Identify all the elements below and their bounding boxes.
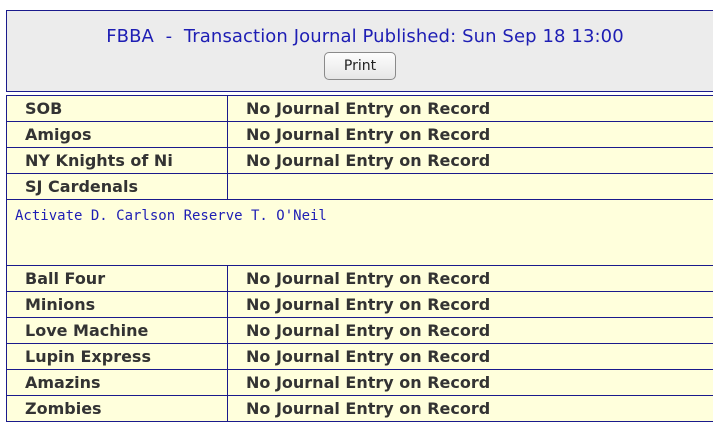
team-name: Minions — [6, 291, 228, 318]
journal-entry: No Journal Entry on Record — [227, 95, 713, 122]
team-name: Lupin Express — [6, 343, 228, 370]
journal-entry: No Journal Entry on Record — [227, 395, 713, 422]
journal-entry: No Journal Entry on Record — [227, 317, 713, 344]
table-row: Lupin Express No Journal Entry on Record — [6, 343, 713, 370]
journal-container: FBBA - Transaction Journal Published: Su… — [6, 10, 713, 422]
table-row: Love Machine No Journal Entry on Record — [6, 317, 713, 344]
page-title: FBBA - Transaction Journal Published: Su… — [106, 26, 624, 47]
table-row: Ball Four No Journal Entry on Record — [6, 265, 713, 292]
detail-row: Activate D. Carlson Reserve T. O'Neil — [6, 199, 713, 266]
transaction-detail: Activate D. Carlson Reserve T. O'Neil — [6, 199, 713, 266]
team-name: Amazins — [6, 369, 228, 396]
table-row: SJ Cardenals — [6, 173, 713, 200]
table-row: Amigos No Journal Entry on Record — [6, 121, 713, 148]
journal-entry — [227, 173, 713, 200]
table-row: NY Knights of Ni No Journal Entry on Rec… — [6, 147, 713, 174]
table-row: Minions No Journal Entry on Record — [6, 291, 713, 318]
team-name: SJ Cardenals — [6, 173, 228, 200]
journal-entry: No Journal Entry on Record — [227, 265, 713, 292]
table-row: Zombies No Journal Entry on Record — [6, 395, 713, 422]
team-name: Amigos — [6, 121, 228, 148]
journal-table: SOB No Journal Entry on Record Amigos No… — [6, 95, 713, 422]
team-name: Ball Four — [6, 265, 228, 292]
journal-entry: No Journal Entry on Record — [227, 343, 713, 370]
journal-header: FBBA - Transaction Journal Published: Su… — [6, 10, 713, 92]
journal-entry: No Journal Entry on Record — [227, 121, 713, 148]
print-button[interactable]: Print — [324, 52, 396, 80]
team-name: Zombies — [6, 395, 228, 422]
team-name: Love Machine — [6, 317, 228, 344]
team-name: SOB — [6, 95, 228, 122]
journal-entry: No Journal Entry on Record — [227, 147, 713, 174]
team-name: NY Knights of Ni — [6, 147, 228, 174]
table-row: Amazins No Journal Entry on Record — [6, 369, 713, 396]
journal-entry: No Journal Entry on Record — [227, 369, 713, 396]
table-row: SOB No Journal Entry on Record — [6, 95, 713, 122]
journal-entry: No Journal Entry on Record — [227, 291, 713, 318]
